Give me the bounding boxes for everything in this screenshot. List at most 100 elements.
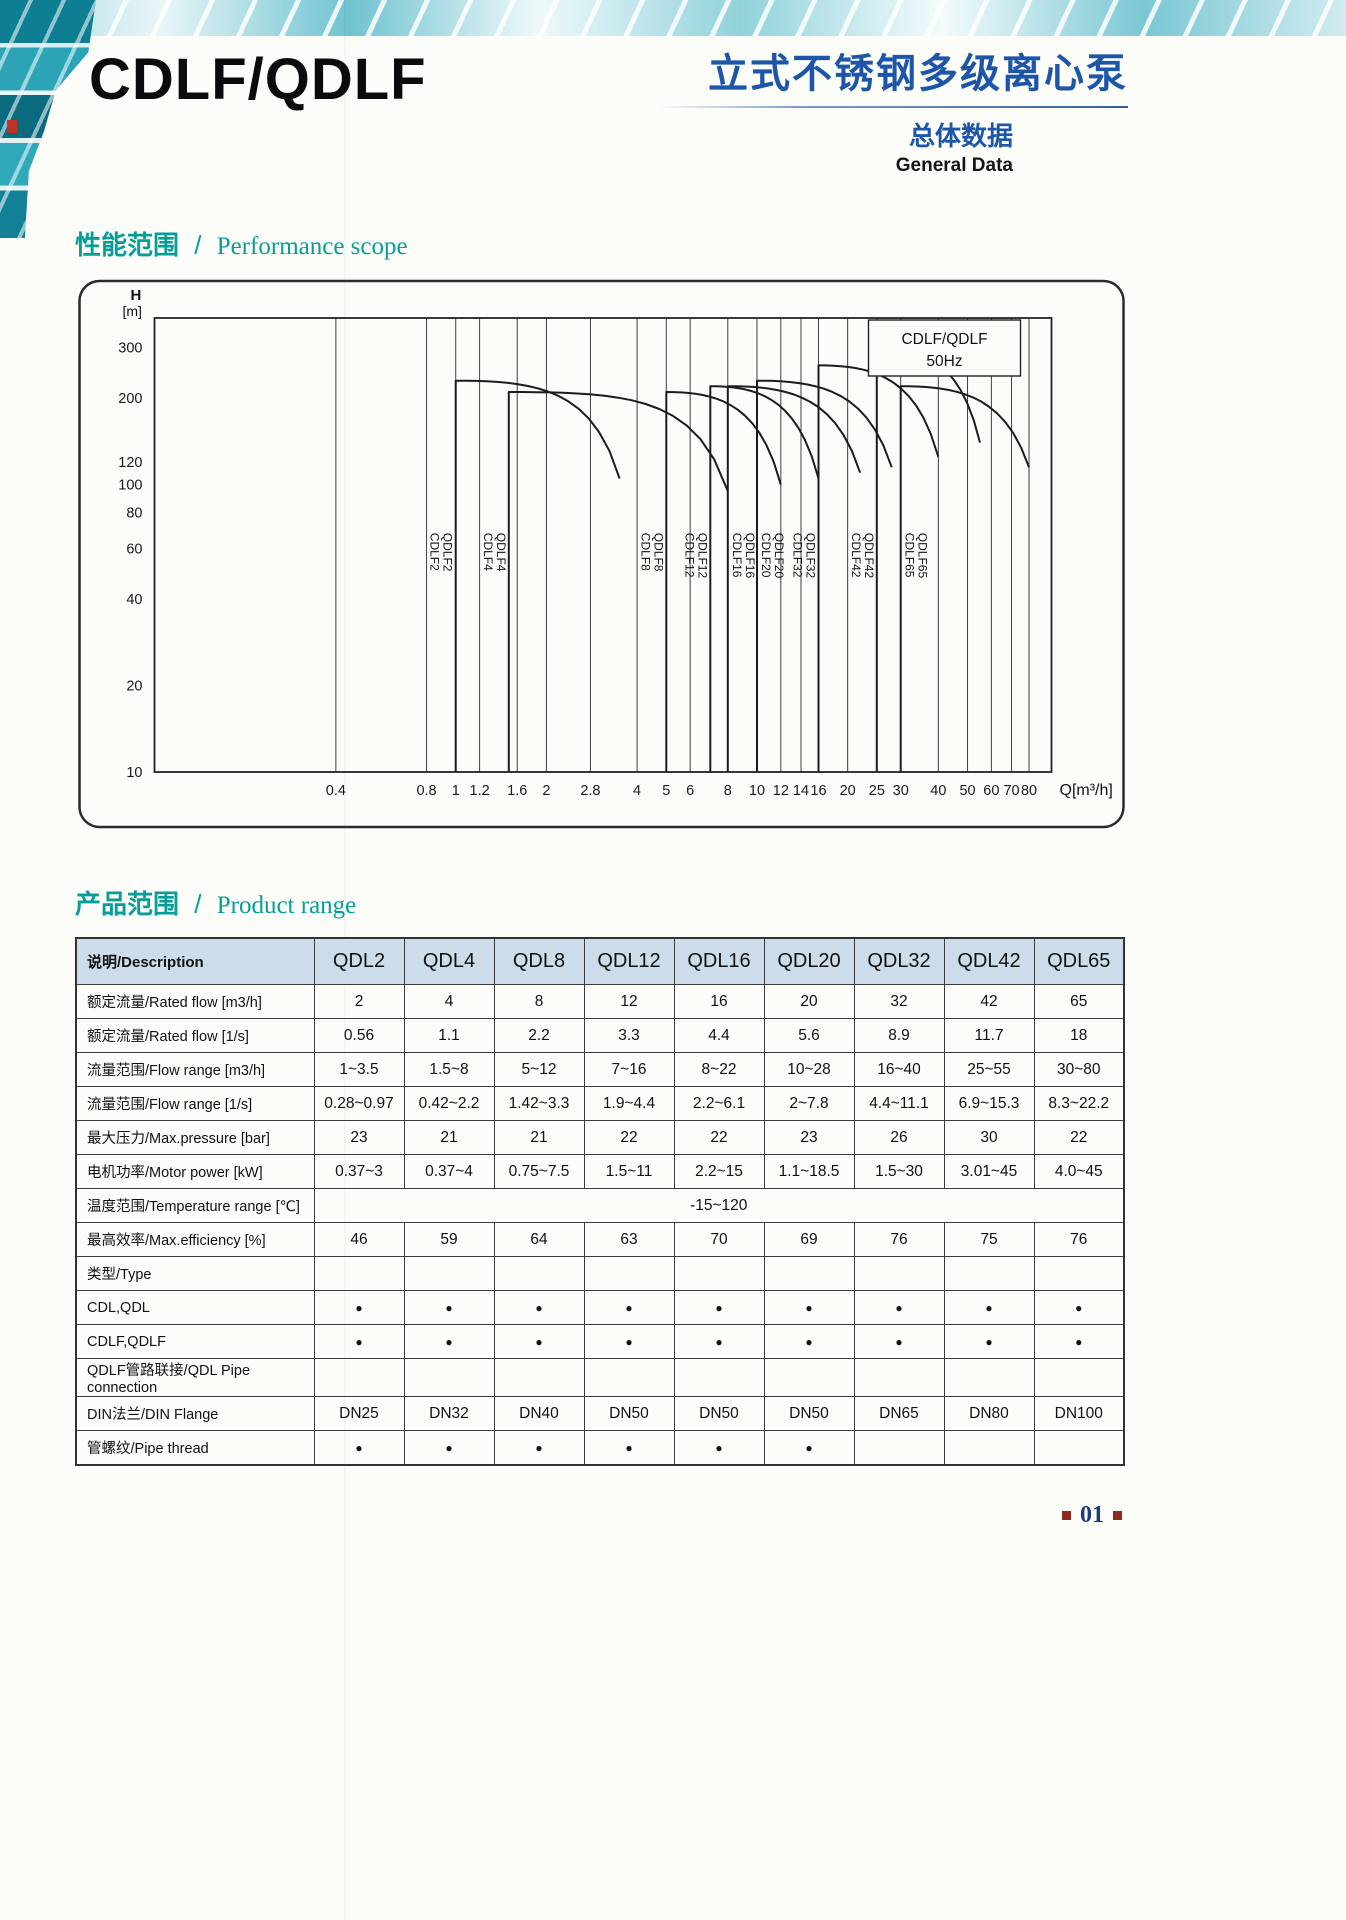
x-tick-label: 20 — [840, 783, 856, 799]
pump-curve-label: CDLF4 — [481, 533, 495, 571]
x-axis-title: Q[m³/h] — [1060, 782, 1113, 799]
value-cell: 10~28 — [763, 1052, 855, 1087]
value-cell: 1.5~8 — [403, 1052, 495, 1087]
subtitle-chinese: 立式不锈钢多级离心泵 — [708, 52, 1128, 96]
value-cell: 0.56 — [313, 1018, 405, 1053]
x-tick-label: 2.8 — [580, 783, 600, 799]
table-row: 类型/Type — [75, 1256, 1125, 1291]
table-row: QDLF管路联接/QDL Pipe connection — [75, 1358, 1125, 1397]
product-heading-en: Product range — [216, 892, 357, 919]
row-label: 类型/Type — [75, 1256, 315, 1291]
row-label: 流量范围/Flow range [1/s] — [75, 1086, 315, 1121]
row-label: 最大压力/Max.pressure [bar] — [75, 1120, 315, 1155]
value-cell: 0.42~2.2 — [403, 1086, 495, 1121]
value-cell — [853, 1430, 945, 1466]
pump-curve-label: CDLF32 — [791, 533, 805, 578]
value-cell: 1.5~11 — [583, 1154, 675, 1189]
heading-separator: / — [194, 230, 202, 260]
value-cell: 4.4 — [673, 1018, 765, 1053]
value-cell: 4 — [403, 984, 495, 1019]
legend-text-frequency: 50Hz — [926, 353, 962, 370]
value-cell: 3.01~45 — [943, 1154, 1035, 1189]
x-tick-label: 8 — [724, 783, 732, 799]
footer-square-left — [1062, 1511, 1071, 1520]
x-tick-label: 70 — [1003, 783, 1019, 799]
value-cell: 59 — [403, 1222, 495, 1257]
value-cell: 32 — [853, 984, 945, 1019]
value-cell: 8~22 — [673, 1052, 765, 1087]
footer-square-right — [1113, 1511, 1122, 1520]
x-tick-label: 10 — [749, 783, 765, 799]
content-column: CDLF/QDLF 立式不锈钢多级离心泵 总体数据 General Data 性… — [75, 0, 1128, 1529]
value-cell: 21 — [403, 1120, 495, 1155]
availability-dot-cell: ● — [493, 1430, 585, 1466]
y-tick-label: 10 — [126, 765, 142, 781]
x-tick-label: 0.4 — [326, 783, 346, 799]
value-cell — [763, 1358, 855, 1397]
general-data-label-cn: 总体数据 — [908, 121, 1013, 151]
x-tick-label: 6 — [686, 783, 694, 799]
availability-dot-cell: ● — [583, 1324, 675, 1359]
row-label: 额定流量/Rated flow [m3/h] — [75, 984, 315, 1019]
pump-curve-label: CDLF42 — [849, 533, 863, 578]
value-cell — [313, 1358, 405, 1397]
availability-dot-cell: ● — [853, 1290, 945, 1325]
pump-curve-label: QDLF12 — [695, 533, 709, 579]
general-data-label-en: General Data — [895, 155, 1013, 176]
pump-curve — [665, 391, 782, 772]
value-cell: 8.3~22.2 — [1033, 1086, 1125, 1121]
merged-value-cell: -15~120 — [313, 1188, 1125, 1223]
value-cell — [583, 1358, 675, 1397]
column-header-model: QDL32 — [853, 937, 945, 985]
value-cell: 63 — [583, 1222, 675, 1257]
table-row: DIN法兰/DIN Flange DN25 DN32 DN40 DN50 DN50 DN50… — [75, 1396, 1125, 1431]
y-tick-label: 200 — [118, 391, 142, 407]
value-cell: 76 — [1033, 1222, 1125, 1257]
value-cell: 65 — [1033, 984, 1125, 1019]
value-cell: 22 — [673, 1120, 765, 1155]
availability-dot-cell: ● — [403, 1290, 495, 1325]
value-cell: 1.9~4.4 — [583, 1086, 675, 1121]
x-tick-label: 0.8 — [416, 783, 436, 799]
column-header-model: QDL20 — [763, 937, 855, 985]
y-axis-unit: [m] — [123, 303, 142, 319]
value-cell: 76 — [853, 1222, 945, 1257]
value-cell: 2.2~6.1 — [673, 1086, 765, 1121]
value-cell: DN40 — [493, 1396, 585, 1431]
y-axis-title: H — [131, 287, 142, 304]
page-title: CDLF/QDLF — [89, 47, 427, 112]
value-cell: 3.3 — [583, 1018, 675, 1053]
value-cell — [493, 1256, 585, 1291]
value-cell: DN50 — [673, 1396, 765, 1431]
top-gradient-strip — [0, 0, 1346, 36]
availability-dot-cell: ● — [763, 1324, 855, 1359]
value-cell: 75 — [943, 1222, 1035, 1257]
row-label: 电机功率/Motor power [kW] — [75, 1154, 315, 1189]
value-cell — [853, 1358, 945, 1397]
x-tick-label: 60 — [983, 783, 999, 799]
value-cell: DN100 — [1033, 1396, 1125, 1431]
pump-curve-label: QDLF65 — [916, 533, 930, 579]
value-cell: 2 — [313, 984, 405, 1019]
pump-curve-label: QDLF4 — [494, 533, 508, 572]
table-row: 额定流量/Rated flow [m3/h] 2 4 8 12 16 20 32 42 65 — [75, 984, 1125, 1019]
availability-dot-cell: ● — [673, 1430, 765, 1466]
availability-dot-cell: ● — [853, 1324, 945, 1359]
value-cell: 7~16 — [583, 1052, 675, 1087]
page-number: 01 — [1080, 1502, 1104, 1528]
value-cell — [673, 1358, 765, 1397]
x-tick-label: 16 — [810, 783, 826, 799]
value-cell — [1033, 1256, 1125, 1291]
column-header-model: QDL42 — [943, 937, 1035, 985]
value-cell — [313, 1256, 405, 1291]
availability-dot-cell: ● — [583, 1430, 675, 1466]
pump-curve-label: CDLF16 — [730, 533, 744, 578]
value-cell: 26 — [853, 1120, 945, 1155]
row-label: CDLF,QDLF — [75, 1324, 315, 1359]
pump-curve — [454, 379, 621, 772]
column-header-model: QDL65 — [1033, 937, 1125, 985]
value-cell — [763, 1256, 855, 1291]
value-cell: 8 — [493, 984, 585, 1019]
table-row: 流量范围/Flow range [1/s] 0.28~0.97 0.42~2.2 1.… — [75, 1086, 1125, 1121]
row-label: 温度范围/Temperature range [℃] — [75, 1188, 315, 1223]
